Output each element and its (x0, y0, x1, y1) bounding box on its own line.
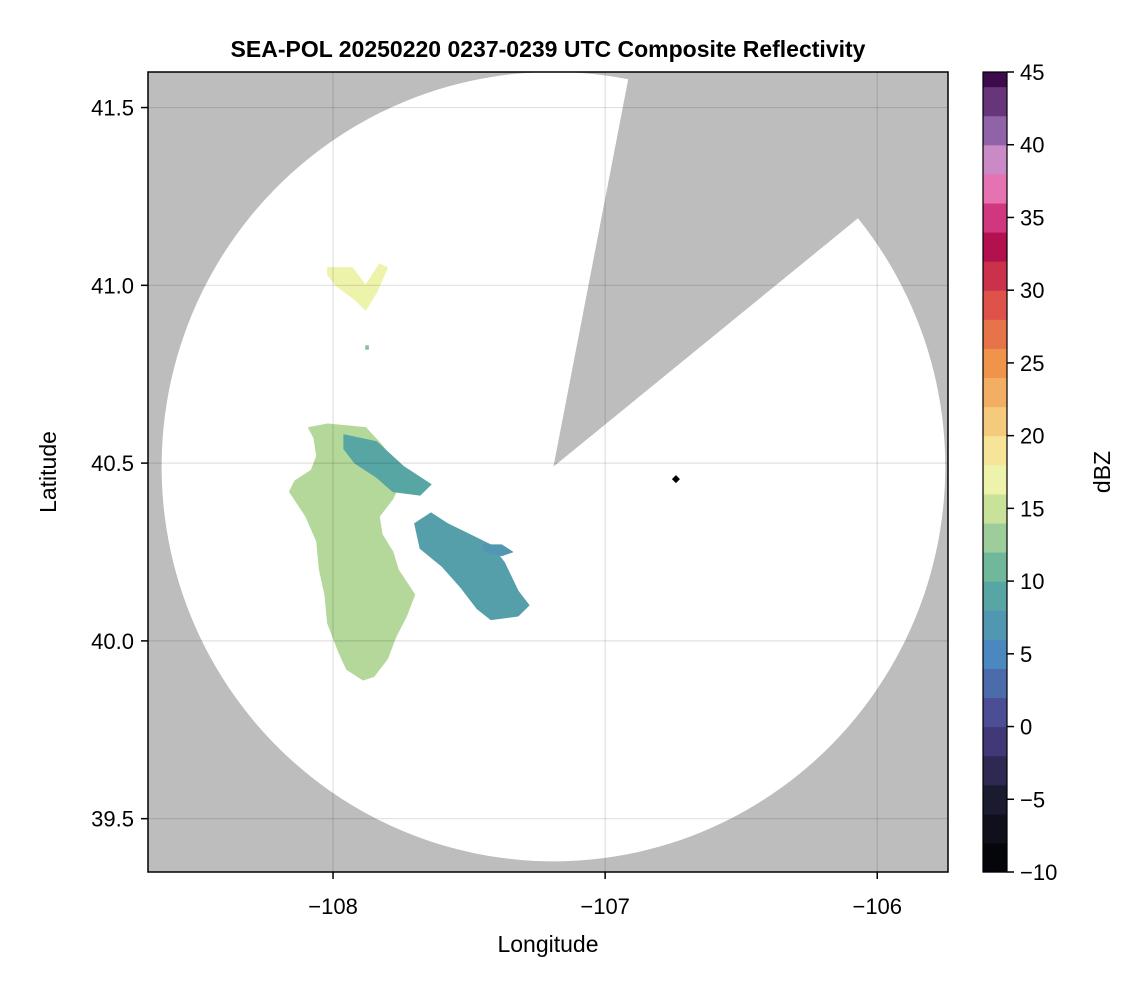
echo-region-0 (327, 263, 388, 311)
y-axis-label: Latitude (35, 431, 61, 513)
colorbar-segment (983, 639, 1007, 669)
colorbar-tick-label: 10 (1020, 569, 1044, 594)
colorbar-segment (983, 290, 1007, 320)
colorbar-tick-label: 40 (1020, 133, 1044, 158)
colorbar-segment (983, 842, 1007, 873)
colorbar-segment (983, 813, 1007, 844)
colorbar-segment (983, 406, 1007, 437)
colorbar-segment (983, 697, 1007, 728)
colorbar-segment (983, 232, 1007, 262)
colorbar-tick-label: 45 (1020, 60, 1044, 85)
colorbar-segment (983, 581, 1007, 611)
colorbar (982, 71, 1008, 873)
colorbar-tick-label: 30 (1020, 278, 1044, 303)
colorbar-segment (983, 115, 1007, 146)
reflectivity-echoes (289, 263, 530, 681)
colorbar-segment (983, 173, 1007, 204)
colorbar-segment (983, 522, 1007, 553)
echo-region-4 (482, 544, 514, 557)
y-tick-label: 40.5 (91, 451, 134, 476)
colorbar-segment (983, 86, 1007, 117)
colorbar-segment (983, 610, 1007, 640)
echo-region-5 (365, 345, 369, 350)
colorbar-segment (983, 348, 1007, 379)
colorbar-label: dBZ (1089, 451, 1115, 493)
colorbar-segment (983, 493, 1007, 524)
x-axis-label: Longitude (497, 931, 598, 957)
x-tick-label: −107 (580, 894, 630, 919)
colorbar-segment (983, 784, 1007, 815)
colorbar-segment (983, 202, 1007, 233)
colorbar-tick-label: 5 (1020, 642, 1032, 667)
y-tick-label: 39.5 (91, 807, 134, 832)
colorbar-segment (983, 144, 1007, 175)
plot-frame (147, 71, 949, 873)
echo-region-2 (343, 434, 432, 496)
colorbar-frame (982, 71, 1008, 873)
site-marker-diamond (671, 475, 680, 484)
y-tick-label: 40.0 (91, 629, 134, 654)
echo-region-3 (414, 512, 530, 621)
colorbar-tick-label: 35 (1020, 205, 1044, 230)
colorbar-tick-label: 15 (1020, 496, 1044, 521)
colorbar-segment (983, 726, 1007, 757)
y-tick-label: 41.0 (91, 273, 134, 298)
colorbar-segment (983, 435, 1007, 466)
colorbar-segment (983, 464, 1007, 495)
y-tick-label: 41.5 (91, 96, 134, 121)
colorbar-segment (983, 319, 1007, 349)
colorbar-ticks: −10 −5 0 5 10 15 20 25 30 35 40 45 (1007, 60, 1057, 885)
grid-lines (148, 72, 948, 872)
x-axis-ticks: −108 −107 −106 (308, 872, 902, 919)
x-tick-label: −106 (852, 894, 902, 919)
chart-title: SEA-POL 20250220 0237-0239 UTC Composite… (231, 36, 866, 62)
colorbar-tick-label: 0 (1020, 715, 1032, 740)
colorbar-segment (983, 552, 1007, 582)
colorbar-segment (983, 72, 1007, 88)
colorbar-segment (983, 377, 1007, 408)
colorbar-segment (983, 755, 1007, 786)
colorbar-tick-label: 20 (1020, 424, 1044, 449)
colorbar-segment (983, 668, 1007, 699)
plot-area (148, 72, 948, 872)
colorbar-tick-label: −10 (1020, 860, 1057, 885)
colorbar-segment (983, 261, 1007, 291)
colorbar-tick-label: −5 (1020, 787, 1045, 812)
x-tick-label: −108 (308, 894, 358, 919)
y-axis-ticks: 39.5 40.0 40.5 41.0 41.5 (91, 96, 148, 832)
colorbar-tick-label: 25 (1020, 351, 1044, 376)
